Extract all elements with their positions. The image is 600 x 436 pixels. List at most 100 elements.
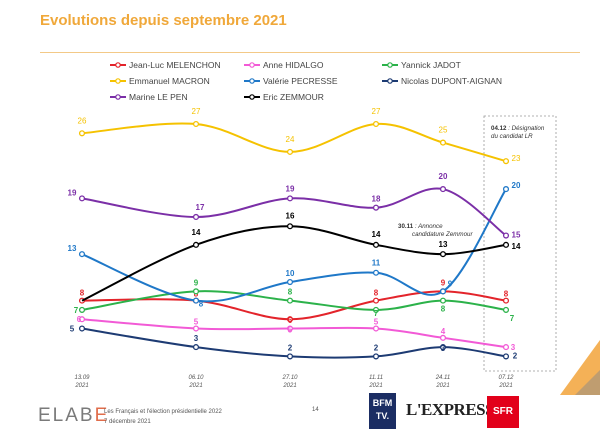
data-label-yannick-jadot: 7	[510, 314, 515, 323]
legend-marker-marine-le-pen	[115, 94, 121, 100]
data-label-marine-le-pen: 20	[439, 172, 448, 181]
data-point-val-rie-pecresse	[78, 251, 86, 258]
sfr-logo: SFR	[487, 396, 519, 428]
x-tick-year: 2021	[368, 383, 382, 389]
legend-label-jean-luc-melenchon: Jean-Luc MELENCHON	[129, 60, 221, 70]
data-label-anne-hidalgo: 3	[511, 343, 516, 352]
data-label-jean-luc-melenchon: 8	[504, 290, 509, 299]
data-label-anne-hidalgo: 6	[77, 315, 82, 324]
data-label-yannick-jadot: 8	[288, 288, 293, 297]
legend-label-nicolas-dupont-aignan: Nicolas DUPONT-AIGNAN	[401, 76, 502, 86]
page-title: Evolutions depuis septembre 2021	[40, 12, 287, 29]
data-label-jean-luc-melenchon: 8	[80, 289, 85, 298]
data-point-jean-luc-melenchon	[372, 297, 380, 304]
x-tick-label: 27.10	[281, 375, 298, 381]
x-tick-label: 07.12	[498, 375, 514, 381]
corner-decoration-shade	[575, 370, 600, 395]
footer-date: 7 décembre 2021	[104, 419, 151, 425]
legend-marker-anne-hidalgo	[249, 62, 255, 68]
data-point-anne-hidalgo	[372, 325, 380, 332]
data-point-marine-le-pen	[78, 195, 86, 202]
data-point-val-rie-pecresse	[286, 278, 294, 286]
data-point-nicolas-dupont-aignan	[502, 353, 510, 360]
footer-caption: Les Français et l'élection présidentiell…	[104, 407, 222, 427]
data-label-nicolas-dupont-aignan: 5	[70, 325, 75, 334]
data-point-yannick-jadot	[286, 297, 294, 304]
data-label-anne-hidalgo: 5	[374, 318, 379, 327]
legend-label-yannick-jadot: Yannick JADOT	[401, 60, 461, 70]
data-point-yannick-jadot	[78, 306, 86, 313]
data-point-emmanuel-macron	[502, 158, 510, 165]
data-label-jean-luc-melenchon: 6	[288, 316, 293, 325]
data-label-val-rie-pecresse: 13	[68, 244, 77, 253]
data-label-nicolas-dupont-aignan: 2	[513, 351, 518, 360]
data-point-val-rie-pecresse	[192, 297, 200, 304]
data-point-eric-zemmour	[286, 223, 294, 230]
data-label-eric-zemmour: 14	[372, 230, 381, 239]
data-point-nicolas-dupont-aignan	[192, 344, 200, 351]
data-label-marine-le-pen: 18	[372, 195, 381, 204]
data-label-eric-zemmour: 16	[286, 211, 295, 220]
data-label-emmanuel-macron: 25	[439, 126, 448, 135]
data-point-yannick-jadot	[439, 297, 447, 304]
data-point-nicolas-dupont-aignan	[78, 325, 86, 332]
data-label-emmanuel-macron: 24	[286, 135, 295, 144]
annotation-zemmour-candidacy: 30.11 : Annonce candidature Zemmour	[398, 223, 473, 238]
data-point-eric-zemmour	[439, 251, 447, 258]
data-label-eric-zemmour: 14	[192, 228, 201, 237]
x-tick-year: 2021	[282, 383, 296, 389]
data-label-anne-hidalgo: 4	[441, 327, 446, 336]
data-point-eric-zemmour	[192, 241, 200, 248]
data-label-nicolas-dupont-aignan: 3	[194, 334, 199, 343]
data-point-anne-hidalgo	[192, 325, 200, 332]
legend-marker-val-rie-pecresse	[249, 78, 255, 84]
legend-marker-emmanuel-macron	[115, 78, 121, 84]
data-label-emmanuel-macron: 23	[512, 154, 521, 163]
annotation-box	[483, 115, 557, 372]
data-label-emmanuel-macron: 27	[192, 107, 201, 116]
data-label-jean-luc-melenchon: 8	[374, 289, 379, 298]
data-label-val-rie-pecresse: 9	[448, 279, 453, 288]
data-label-yannick-jadot: 7	[74, 306, 79, 315]
data-label-val-rie-pecresse: 8	[199, 300, 204, 309]
data-point-emmanuel-macron	[439, 139, 447, 146]
x-tick-year: 2021	[188, 383, 202, 389]
data-label-marine-le-pen: 17	[196, 203, 205, 212]
title-divider	[40, 52, 580, 53]
data-point-emmanuel-macron	[372, 120, 380, 128]
data-label-eric-zemmour: 13	[439, 240, 448, 249]
data-label-nicolas-dupont-aignan: 2	[374, 343, 379, 352]
line-chart: Jean-Luc MELENCHON Anne HIDALGO Yannick JA…	[68, 60, 600, 395]
x-tick-year: 2021	[435, 383, 449, 389]
data-label-anne-hidalgo: 5	[194, 318, 199, 327]
elabe-logo: ELABE	[38, 405, 110, 426]
page-number: 14	[312, 407, 319, 413]
data-point-anne-hidalgo	[286, 325, 294, 332]
data-point-anne-hidalgo	[78, 316, 86, 323]
data-label-marine-le-pen: 15	[512, 231, 521, 240]
footer-study-title: Les Français et l'élection présidentiell…	[104, 409, 222, 415]
data-label-marine-le-pen: 19	[286, 184, 295, 193]
x-tick-year: 2021	[74, 383, 88, 389]
data-label-anne-hidalgo: 5	[288, 326, 293, 335]
legend-label-emmanuel-macron: Emmanuel MACRON	[129, 76, 210, 86]
legend-label-marine-le-pen: Marine LE PEN	[129, 92, 188, 102]
x-tick-year: 2021	[498, 383, 512, 389]
data-label-nicolas-dupont-aignan: 3	[441, 344, 446, 353]
data-point-eric-zemmour	[372, 241, 380, 248]
data-point-val-rie-pecresse	[439, 288, 447, 295]
data-point-anne-hidalgo	[439, 334, 447, 341]
x-tick-label: 13.09	[74, 375, 90, 381]
legend-marker-eric-zemmour	[249, 94, 255, 100]
data-point-nicolas-dupont-aignan	[286, 353, 294, 360]
series-line-marine-le-pen	[81, 187, 507, 237]
legend-marker-jean-luc-melenchon	[115, 62, 121, 68]
x-tick-label: 11.11	[369, 375, 383, 381]
data-point-yannick-jadot	[502, 306, 510, 313]
data-point-emmanuel-macron	[192, 120, 200, 128]
data-point-val-rie-pecresse	[502, 186, 510, 193]
series-line-val-rie-pecresse	[81, 188, 507, 303]
data-point-yannick-jadot	[192, 288, 200, 295]
data-label-emmanuel-macron: 27	[372, 107, 381, 116]
annotation-lr-designation: 04.12 : Désignation du candidat LR	[491, 125, 545, 140]
